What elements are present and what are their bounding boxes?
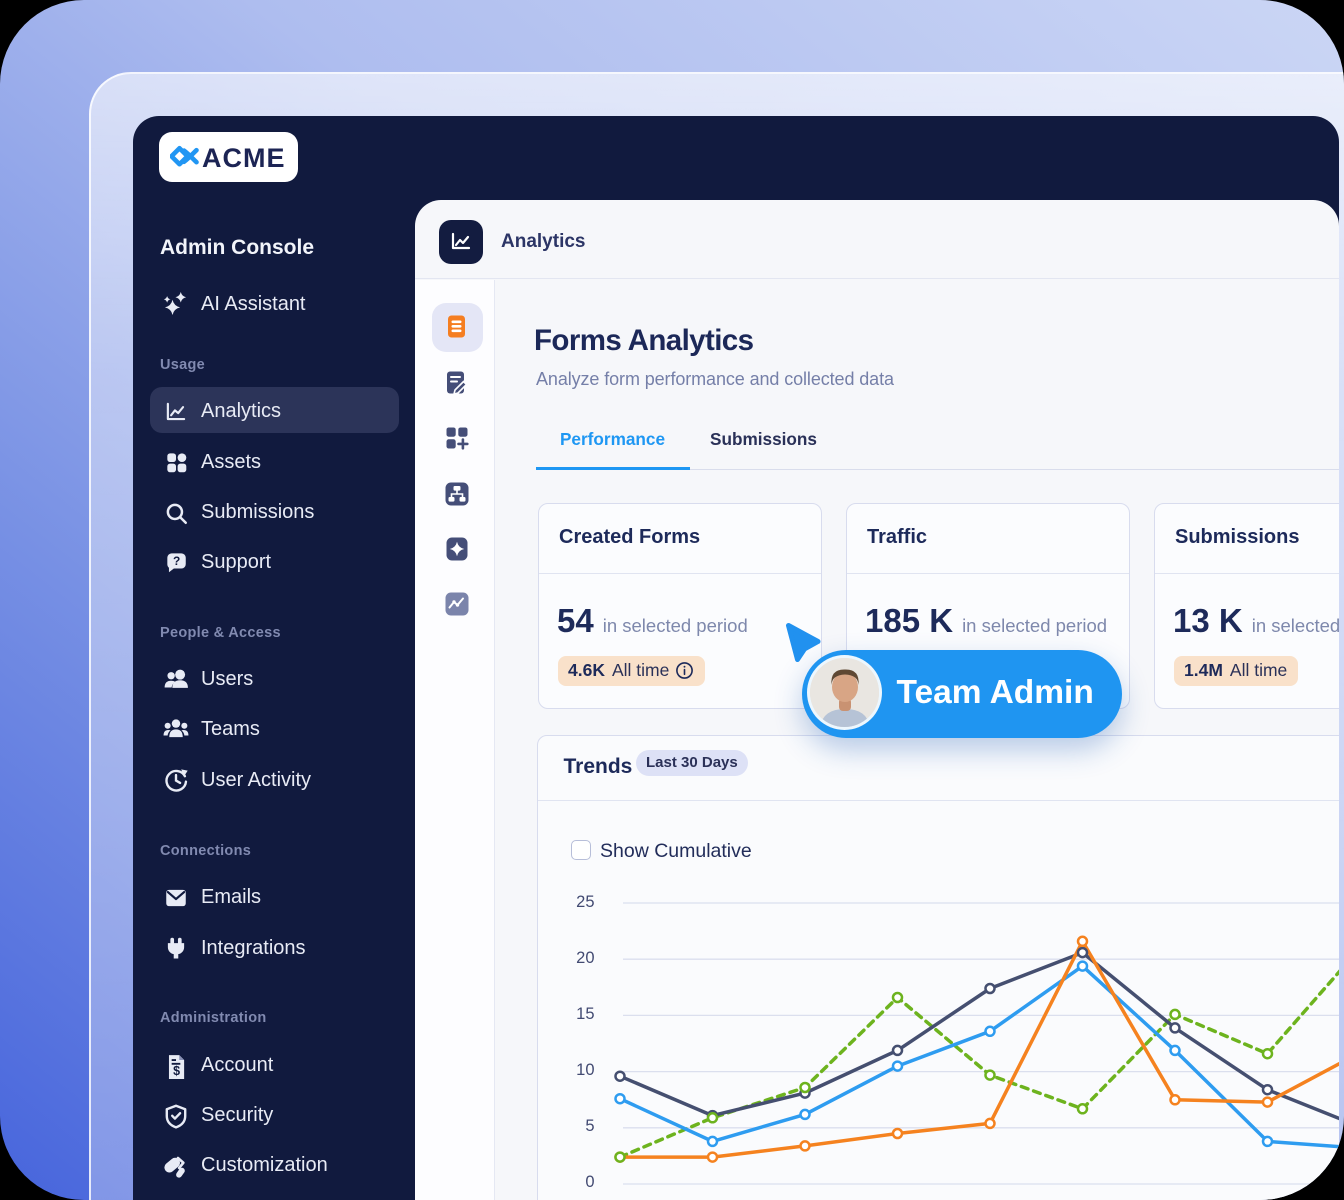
svg-text:$: $: [173, 1063, 180, 1077]
svg-text:?: ?: [173, 554, 180, 568]
